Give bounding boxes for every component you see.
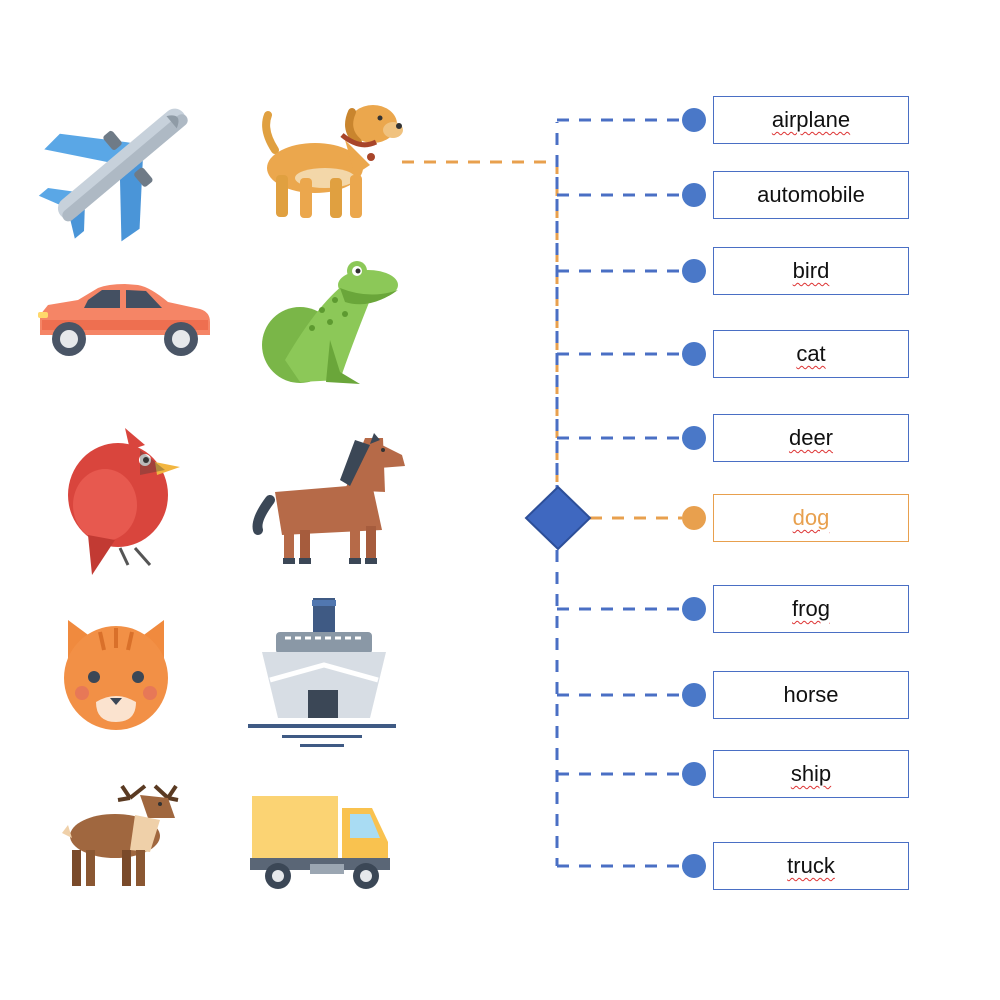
class-label-ship: ship	[713, 750, 909, 798]
truck-icon	[250, 796, 390, 889]
node-deer	[682, 426, 706, 450]
deer-icon	[62, 784, 179, 886]
node-airplane	[682, 108, 706, 132]
class-label-text: truck	[787, 853, 835, 878]
dog-icon	[262, 105, 403, 218]
bird-icon	[68, 428, 180, 575]
node-truck	[682, 854, 706, 878]
node-cat	[682, 342, 706, 366]
class-label-dog: dog	[713, 494, 909, 542]
class-label-text: deer	[788, 425, 834, 450]
cat-icon	[64, 620, 168, 730]
node-horse	[682, 683, 706, 707]
class-label-text: dog	[792, 505, 830, 530]
class-label-airplane: airplane	[713, 96, 909, 144]
class-label-text: horse	[783, 682, 839, 707]
class-label-text: ship	[790, 761, 832, 786]
node-frog	[682, 597, 706, 621]
class-label-text: frog	[792, 596, 830, 621]
node-ship	[682, 762, 706, 786]
class-label-automobile: automobile	[713, 171, 909, 219]
decision-diamond	[524, 485, 592, 551]
connector-lines	[402, 118, 682, 868]
class-label-deer: deer	[713, 414, 909, 462]
airplane-icon	[38, 108, 188, 242]
node-dog	[682, 506, 706, 530]
horse-icon	[252, 433, 405, 564]
class-label-cat: cat	[713, 330, 909, 378]
class-label-text: cat	[796, 341, 826, 366]
class-label-truck: truck	[713, 842, 909, 890]
frog-icon	[262, 261, 398, 384]
class-label-bird: bird	[713, 247, 909, 295]
ship-icon	[248, 598, 396, 747]
class-label-text: airplane	[771, 107, 851, 132]
class-label-frog: frog	[713, 585, 909, 633]
car-icon	[38, 284, 210, 356]
class-label-text: bird	[792, 258, 830, 283]
node-automobile	[682, 183, 706, 207]
node-bird	[682, 259, 706, 283]
class-label-horse: horse	[713, 671, 909, 719]
class-label-text: automobile	[757, 182, 865, 207]
